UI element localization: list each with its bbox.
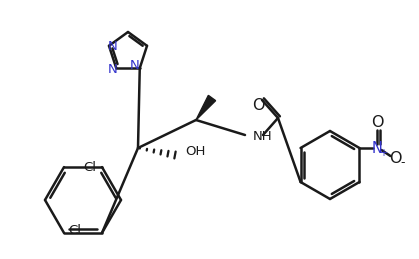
Text: +: +	[380, 148, 388, 158]
Text: -: -	[400, 156, 405, 169]
Text: NH: NH	[253, 130, 273, 142]
Text: O: O	[252, 97, 264, 112]
Polygon shape	[196, 95, 216, 120]
Text: O: O	[371, 114, 384, 130]
Text: Cl: Cl	[83, 161, 96, 174]
Text: N: N	[108, 40, 118, 53]
Text: Cl: Cl	[68, 224, 82, 238]
Text: N: N	[107, 63, 117, 76]
Text: O: O	[389, 150, 402, 166]
Text: N: N	[372, 140, 383, 155]
Text: N: N	[130, 59, 140, 72]
Text: OH: OH	[185, 145, 205, 157]
